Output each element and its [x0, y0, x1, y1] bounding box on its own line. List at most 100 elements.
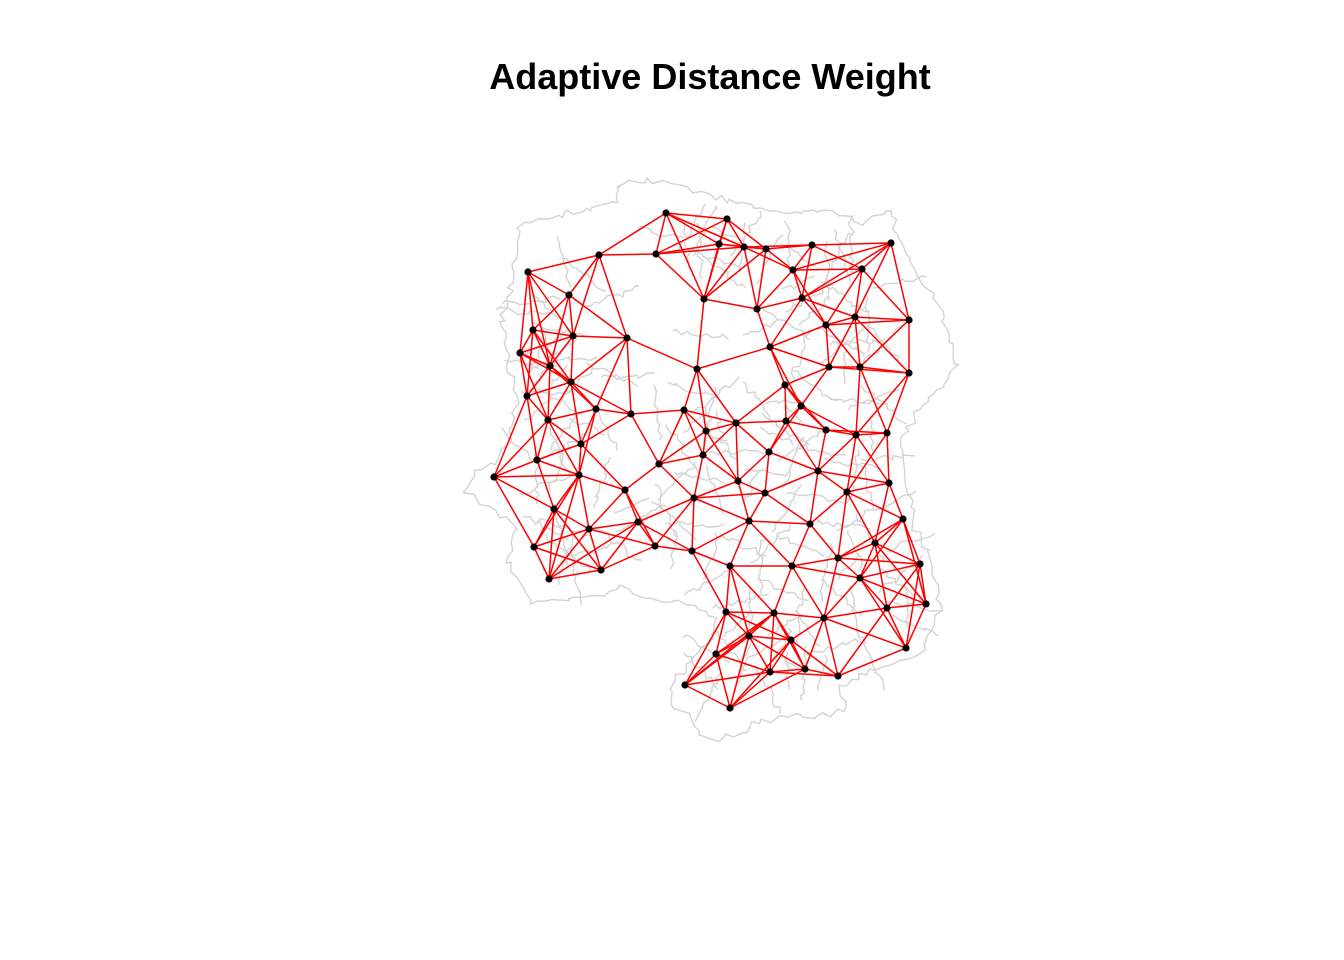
neighbour-link — [801, 297, 856, 318]
centroid-point — [585, 525, 593, 533]
region-border — [683, 566, 733, 596]
centroid-point — [523, 392, 531, 400]
centroid-point — [544, 416, 552, 424]
neighbour-link — [693, 497, 750, 522]
neighbour-link — [735, 420, 787, 424]
centroid-point — [766, 343, 774, 351]
region-border — [757, 578, 809, 602]
neighbour-link — [703, 243, 720, 300]
neighbour-link — [658, 409, 685, 465]
region-border — [557, 532, 576, 586]
neighbour-link — [800, 405, 857, 436]
neighbour-link — [578, 474, 626, 491]
neighbour-link — [886, 603, 927, 609]
neighbour-link — [846, 482, 890, 493]
neighbour-link — [874, 542, 921, 565]
neighbour-link — [595, 408, 632, 415]
region-border — [880, 568, 929, 603]
neighbour-link — [526, 381, 572, 397]
centroid-point — [726, 704, 734, 712]
neighbour-link — [526, 395, 538, 461]
neighbour-link — [748, 635, 806, 670]
neighbour-link — [825, 268, 863, 326]
centroid-point — [789, 266, 797, 274]
region-border — [845, 449, 860, 505]
neighbour-link — [769, 671, 839, 677]
neighbour-link — [568, 294, 628, 339]
centroid-point — [765, 448, 773, 456]
neighbour-link — [729, 520, 750, 567]
neighbour-link — [825, 324, 830, 368]
centroid-point — [883, 604, 891, 612]
centroid-point — [851, 313, 859, 321]
centroid-point — [734, 477, 742, 485]
neighbour-link — [655, 243, 720, 255]
centroid-point — [722, 608, 730, 616]
centroid-point — [806, 520, 814, 528]
region-border — [823, 458, 880, 471]
neighbour-link — [823, 607, 888, 619]
centroid-point — [745, 632, 753, 640]
region-outline — [462, 177, 960, 743]
neighbour-link — [837, 518, 904, 559]
neighbour-links — [493, 212, 927, 709]
region-border — [790, 330, 812, 385]
centroid-point — [623, 334, 631, 342]
centroid-point — [688, 547, 696, 555]
neighbour-link — [886, 372, 910, 434]
neighbour-link — [691, 550, 731, 567]
centroid-point — [814, 467, 822, 475]
neighbour-link — [773, 612, 825, 619]
neighbour-link — [737, 451, 770, 482]
neighbour-link — [801, 244, 813, 299]
centroid-point — [782, 417, 790, 425]
neighbour-link — [846, 491, 876, 544]
neighbour-link — [553, 508, 590, 530]
region-border — [798, 295, 830, 326]
centroid-point — [634, 518, 642, 526]
neighbour-link — [527, 271, 551, 367]
plot-title: Adaptive Distance Weight — [489, 56, 931, 97]
neighbour-link — [784, 366, 830, 386]
neighbour-link — [527, 271, 570, 296]
region-border — [861, 324, 903, 367]
neighbour-link — [570, 337, 628, 383]
neighbour-link — [536, 459, 580, 476]
centroid-point — [545, 575, 553, 583]
region-border — [761, 306, 810, 341]
neighbour-link — [702, 454, 739, 482]
centroid-point — [902, 644, 910, 652]
neighbour-link — [532, 329, 572, 383]
neighbour-link — [769, 639, 792, 673]
neighbour-link — [846, 491, 904, 520]
neighbour-link — [493, 476, 535, 548]
region-border — [653, 384, 663, 441]
neighbour-link — [703, 298, 758, 310]
neighbour-link — [570, 335, 574, 383]
centroid-point — [490, 473, 498, 481]
neighbour-link — [837, 557, 861, 579]
centroid-point — [530, 543, 538, 551]
neighbour-link — [737, 480, 750, 522]
region-border — [757, 539, 764, 595]
neighbour-link — [570, 381, 582, 445]
neighbour-link — [637, 521, 693, 552]
neighbour-link — [570, 381, 632, 415]
centroid-point — [700, 295, 708, 303]
neighbour-link — [580, 413, 632, 445]
neighbour-link — [526, 395, 549, 421]
neighbour-link — [756, 308, 771, 348]
neighbour-link — [888, 482, 904, 520]
neighbour-link — [527, 254, 600, 273]
region-border — [682, 634, 731, 663]
neighbour-link — [743, 246, 758, 310]
centroid-point — [627, 410, 635, 418]
centroid-point — [808, 241, 816, 249]
neighbour-link — [748, 520, 793, 567]
neighbour-link — [683, 409, 737, 424]
centroid-point — [753, 305, 761, 313]
neighbour-link — [809, 523, 839, 559]
neighbour-link — [735, 422, 770, 453]
neighbour-link — [600, 521, 639, 571]
region-border — [693, 376, 740, 413]
